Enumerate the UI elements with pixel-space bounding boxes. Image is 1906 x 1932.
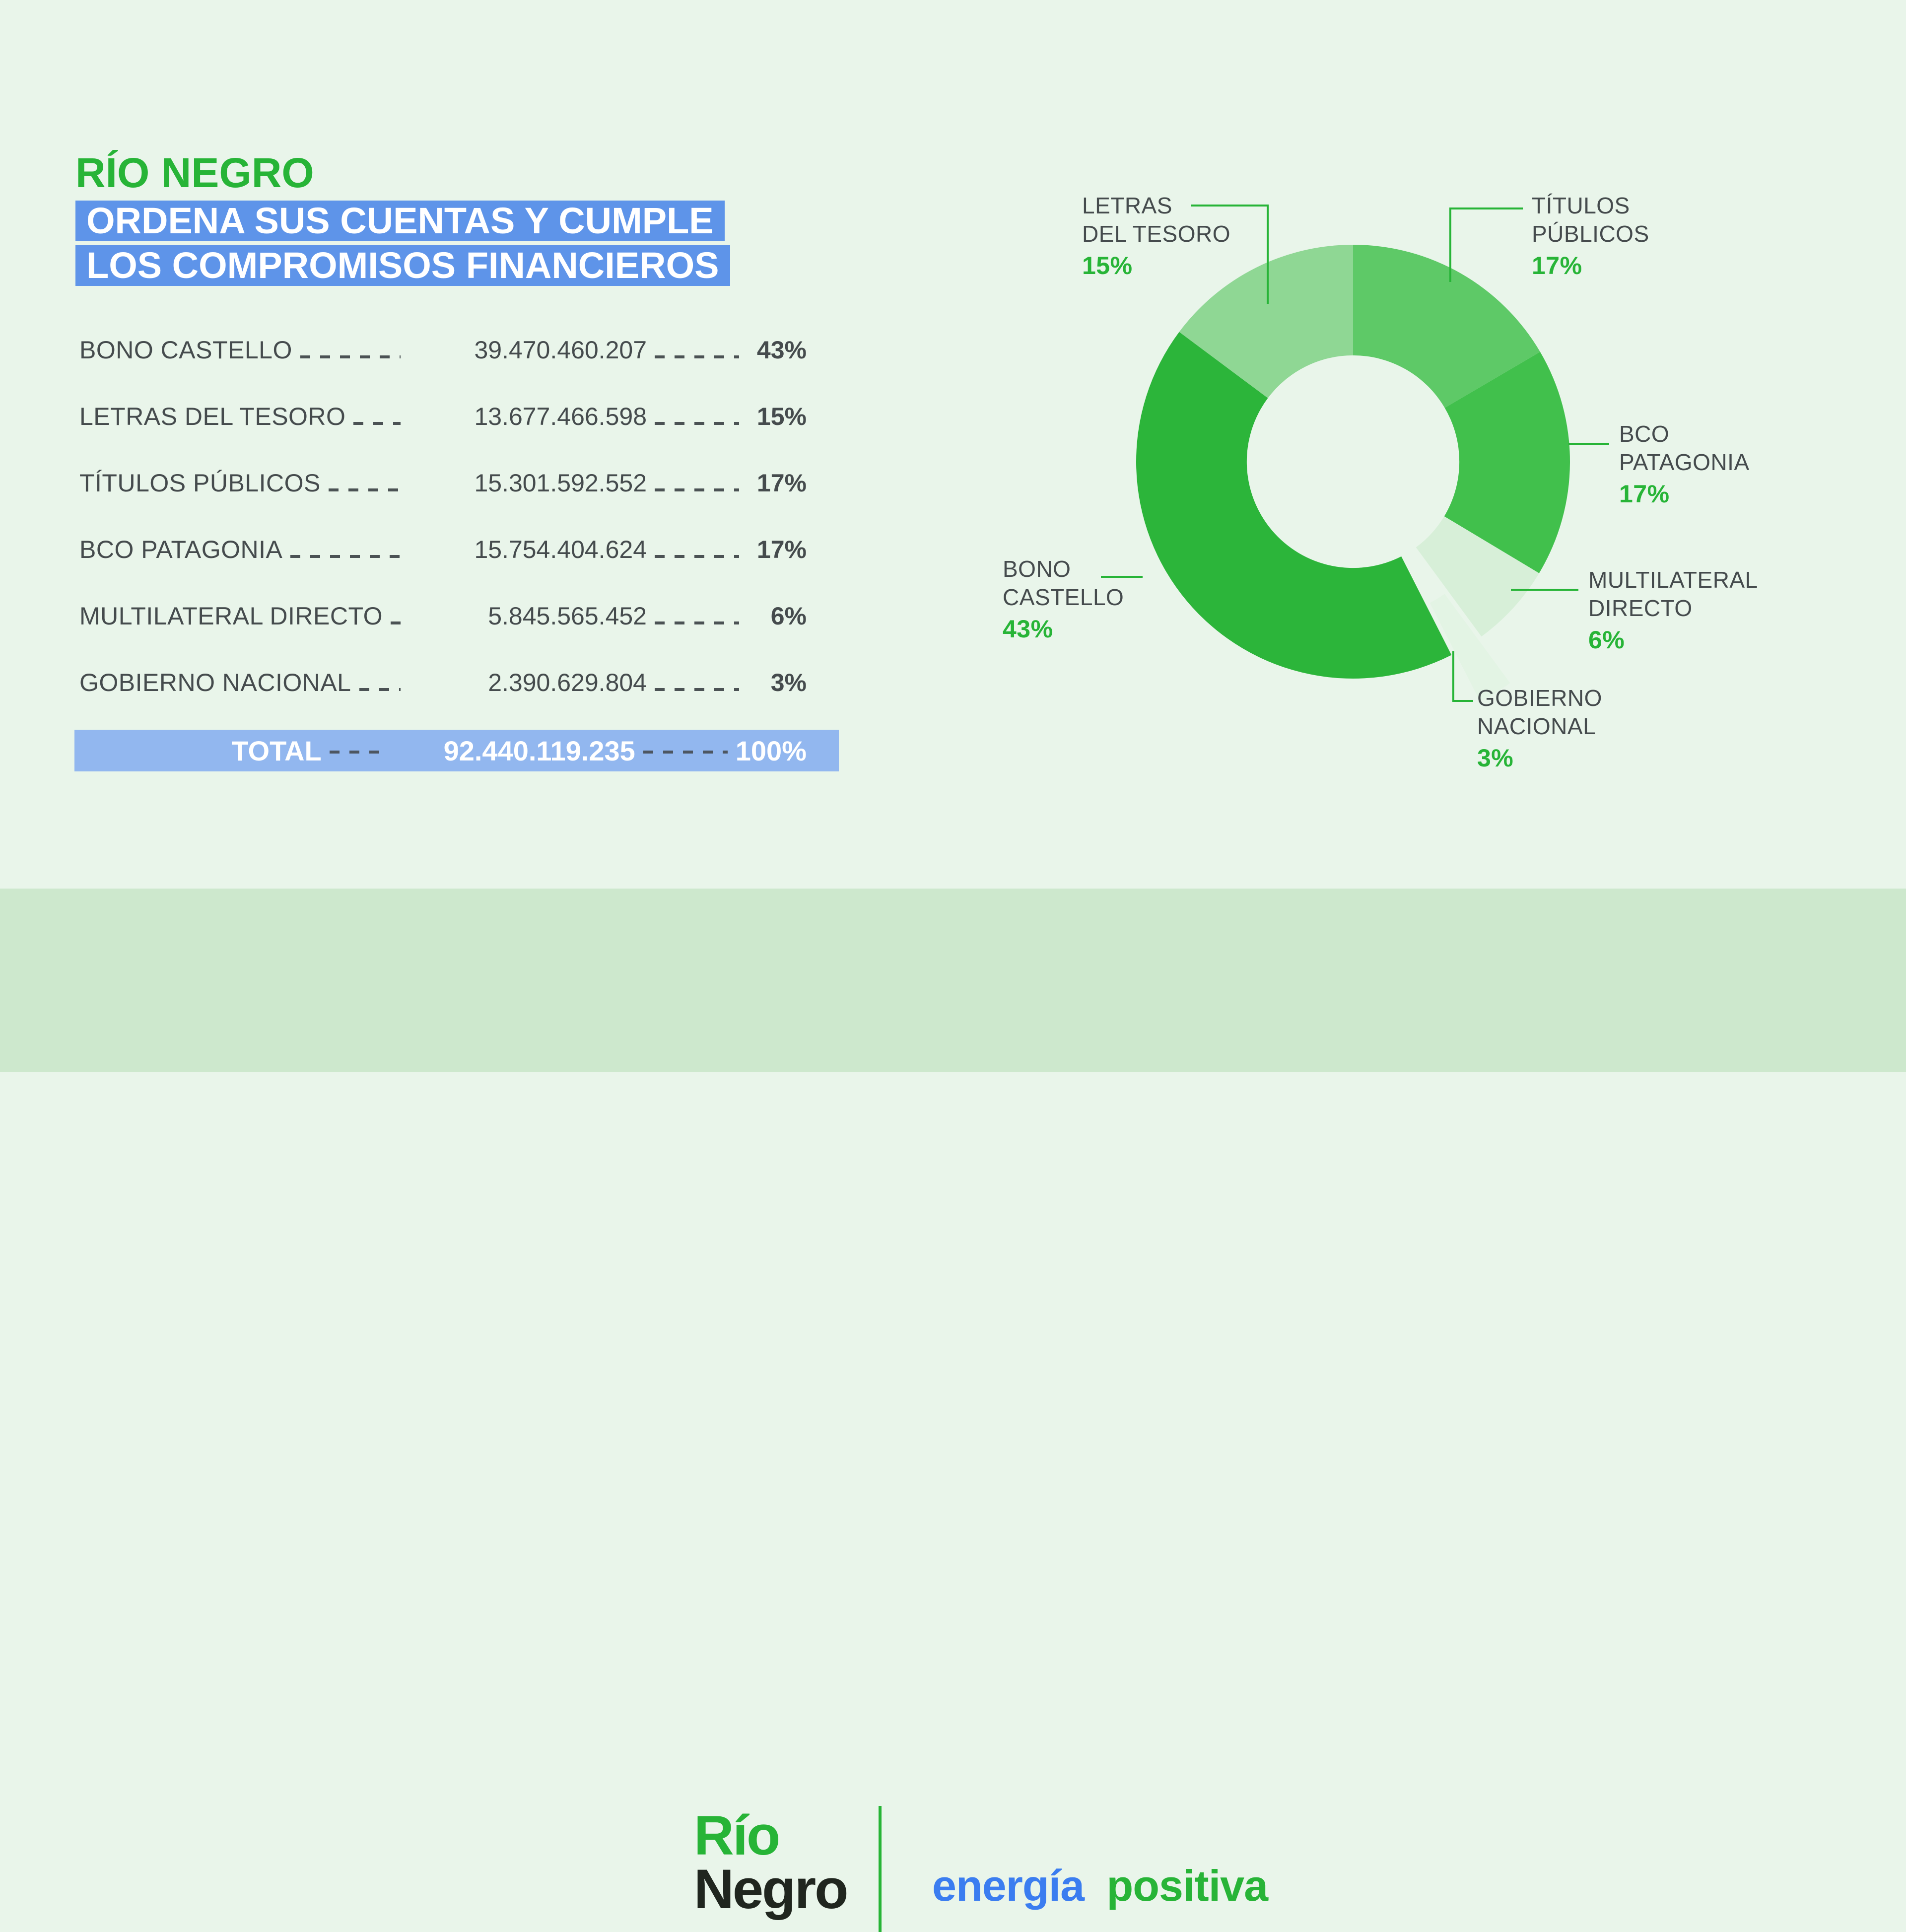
dashed-leader <box>329 751 389 754</box>
donut-slice-gobierno-nacional <box>1430 594 1510 702</box>
donut-slice-bco-patagonia <box>1444 351 1570 573</box>
table-row: TÍTULOS PÚBLICOS 15.301.592.552 17% <box>79 471 807 495</box>
footer-tagline: energía positiva <box>932 1861 1268 1911</box>
row-percent: 15% <box>756 403 807 430</box>
row-value: 2.390.629.804 <box>488 669 647 696</box>
row-label: MULTILATERAL DIRECTO <box>79 602 383 630</box>
donut-svg <box>1136 245 1570 702</box>
tagline-positiva: positiva <box>1106 1861 1268 1910</box>
row-label: GOBIERNO NACIONAL <box>79 669 351 696</box>
infographic-root: RÍO NEGRO ORDENA SUS CUENTAS Y CUMPLE LO… <box>0 152 1906 1932</box>
callout-multilateral-directo: MULTILATERAL DIRECTO 6% <box>1588 566 1758 652</box>
callout-label: BONO <box>1003 556 1071 582</box>
row-percent: 17% <box>756 536 807 563</box>
callout-percent: 15% <box>1082 252 1133 279</box>
callout-label: DIRECTO <box>1588 595 1693 621</box>
callout-label: LETRAS <box>1082 193 1172 218</box>
callout-label: MULTILATERAL <box>1588 567 1758 593</box>
tagline-energia: energía <box>932 1861 1085 1910</box>
leader-line-titulos <box>1449 207 1523 209</box>
callout-titulos-publicos: TÍTULOS PÚBLICOS 17% <box>1532 192 1649 278</box>
dashed-leader <box>655 555 739 558</box>
footer-band: Río Negro energía positiva <box>0 889 1906 1932</box>
callout-label: NACIONAL <box>1477 713 1596 739</box>
row-percent: 6% <box>770 602 807 630</box>
leader-line-letras <box>1191 205 1269 207</box>
row-label: TÍTULOS PÚBLICOS <box>79 469 321 497</box>
row-value: 15.754.404.624 <box>474 536 647 563</box>
callout-label: CASTELLO <box>1003 584 1124 610</box>
table-row: MULTILATERAL DIRECTO 5.845.565.452 6% <box>79 604 807 628</box>
debt-table: BONO CASTELLO 39.470.460.207 43% LETRAS … <box>79 338 807 737</box>
row-value: 5.845.565.452 <box>488 602 647 630</box>
callout-percent: 43% <box>1003 615 1053 643</box>
leader-line-bono <box>1101 576 1143 578</box>
title-line2: LOS COMPROMISOS FINANCIEROS <box>86 245 719 286</box>
callout-label: BCO <box>1619 421 1670 447</box>
callout-label: GOBIERNO <box>1477 685 1602 711</box>
logo-word-negro: Negro <box>694 1858 849 1920</box>
callout-letras-del-tesoro: LETRAS DEL TESORO 15% <box>1082 192 1230 278</box>
total-label: TOTAL <box>231 735 322 766</box>
row-value: 13.677.466.598 <box>474 403 647 430</box>
callout-percent: 17% <box>1619 480 1670 508</box>
dashed-leader <box>655 688 739 691</box>
callout-label: PATAGONIA <box>1619 449 1750 475</box>
callout-bono-castello: BONO CASTELLO 43% <box>1003 555 1124 641</box>
dashed-leader <box>643 751 728 754</box>
dashed-leader <box>655 422 739 425</box>
row-percent: 3% <box>770 669 807 696</box>
leader-line-titulos <box>1449 207 1451 282</box>
callout-percent: 6% <box>1588 626 1625 654</box>
row-label: LETRAS DEL TESORO <box>79 403 346 430</box>
callout-percent: 17% <box>1532 252 1582 279</box>
callout-label: PÚBLICOS <box>1532 221 1649 247</box>
dashed-leader <box>391 621 401 624</box>
donut-slice-letras-del-tesoro <box>1179 245 1353 398</box>
dashed-leader <box>300 355 401 358</box>
header: RÍO NEGRO ORDENA SUS CUENTAS Y CUMPLE LO… <box>75 152 730 286</box>
total-row: TOTAL 92.440.119.235 100% <box>74 730 839 771</box>
title-band-line1: ORDENA SUS CUENTAS Y CUMPLE <box>75 201 725 241</box>
table-row: BONO CASTELLO 39.470.460.207 43% <box>79 338 807 362</box>
dashed-leader <box>359 688 401 691</box>
dashed-leader <box>353 422 401 425</box>
leader-line-multilateral <box>1511 589 1578 591</box>
row-value: 15.301.592.552 <box>474 469 647 497</box>
dashed-leader <box>290 555 401 558</box>
donut-slice-multilateral-directo <box>1416 516 1539 637</box>
footer-divider <box>879 1806 882 1932</box>
table-row: GOBIERNO NACIONAL 2.390.629.804 3% <box>79 670 807 695</box>
leader-line-letras <box>1267 205 1269 304</box>
leader-line-gobierno <box>1452 651 1454 702</box>
row-label: BCO PATAGONIA <box>79 536 283 563</box>
row-label: BONO CASTELLO <box>79 336 292 364</box>
callout-label: DEL TESORO <box>1082 221 1230 247</box>
table-row: LETRAS DEL TESORO 13.677.466.598 15% <box>79 404 807 429</box>
dashed-leader <box>328 488 401 491</box>
row-value: 39.470.460.207 <box>474 336 647 364</box>
leader-line-gobierno <box>1452 700 1473 702</box>
page-kicker: RÍO NEGRO <box>75 149 314 196</box>
total-value: 92.440.119.235 <box>443 735 635 766</box>
dashed-leader <box>655 488 739 491</box>
dashed-leader <box>655 621 739 624</box>
total-percent: 100% <box>735 735 807 766</box>
logo-word-rio: Río <box>694 1804 780 1866</box>
donut-slice-bono-castello <box>1136 332 1452 679</box>
title-band-line2: LOS COMPROMISOS FINANCIEROS <box>75 245 730 286</box>
callout-label: TÍTULOS <box>1532 193 1630 218</box>
callout-percent: 3% <box>1477 744 1514 772</box>
row-percent: 17% <box>756 469 807 497</box>
table-row: BCO PATAGONIA 15.754.404.624 17% <box>79 537 807 562</box>
donut-slice-títulos-públicos <box>1353 245 1540 408</box>
callout-bco-patagonia: BCO PATAGONIA 17% <box>1619 420 1750 506</box>
title-line1: ORDENA SUS CUENTAS Y CUMPLE <box>86 200 714 241</box>
rio-negro-logo: Río Negro <box>694 1804 849 1920</box>
leader-line-bco <box>1568 443 1609 445</box>
dashed-leader <box>655 355 739 358</box>
row-percent: 43% <box>756 336 807 364</box>
callout-gobierno-nacional: GOBIERNO NACIONAL 3% <box>1477 684 1602 770</box>
